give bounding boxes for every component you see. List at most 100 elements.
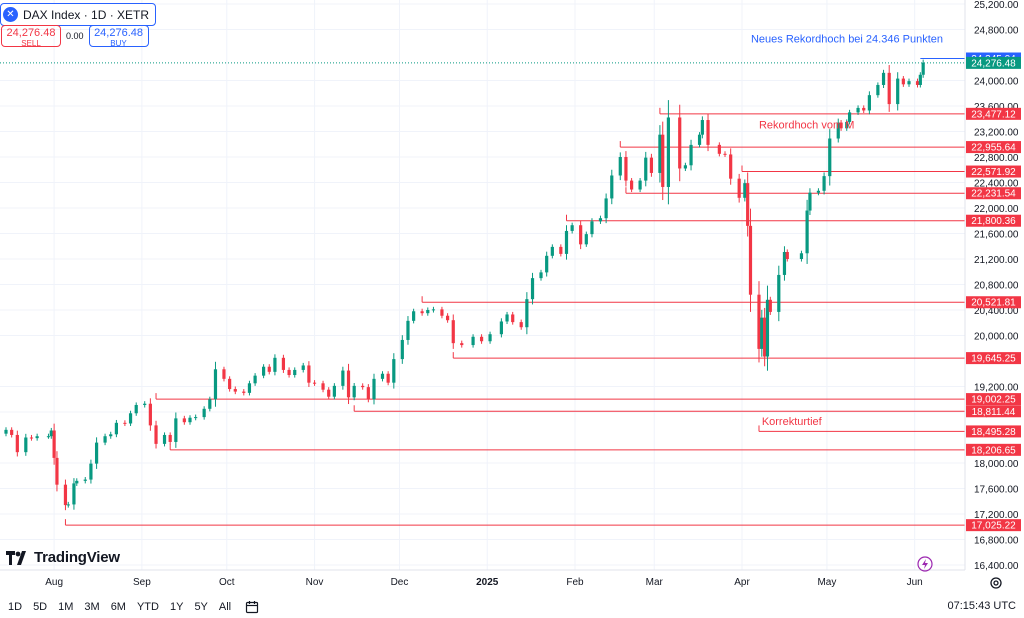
x-tick-label: Jun	[907, 577, 923, 588]
candle	[247, 380, 252, 396]
candle	[564, 225, 569, 260]
spread-value: 0.00	[66, 31, 84, 41]
candle-body	[63, 484, 68, 506]
candle-body	[52, 430, 56, 458]
candle-body	[94, 442, 99, 464]
candle-body	[658, 134, 662, 173]
candle-body	[24, 437, 28, 453]
candle-body	[253, 375, 257, 384]
candle	[406, 316, 410, 345]
candle	[143, 401, 147, 408]
candle	[915, 78, 920, 88]
range-3m[interactable]: 3M	[84, 600, 100, 613]
candle	[83, 477, 87, 484]
candle	[539, 269, 543, 281]
candle-body	[182, 418, 186, 423]
buy-button[interactable]: 24,276.48 BUY	[88, 25, 149, 48]
range-5y[interactable]: 5Y	[194, 600, 208, 613]
candle	[49, 427, 53, 439]
candle-body	[154, 425, 158, 444]
tradingview-logo[interactable]: TradingView	[6, 549, 120, 566]
candle	[29, 434, 34, 441]
candle	[380, 371, 385, 382]
candle-body	[168, 434, 172, 442]
lightning-icon[interactable]	[917, 556, 933, 572]
candle	[321, 380, 325, 393]
candle	[862, 105, 866, 114]
candle	[689, 139, 693, 171]
candle-body	[213, 369, 218, 400]
candle	[63, 479, 68, 511]
candle-body	[431, 309, 436, 311]
candle-body	[321, 383, 325, 390]
range-1y[interactable]: 1Y	[169, 600, 184, 613]
y-tick-label: 21,600.00	[974, 230, 1019, 241]
candle	[488, 331, 492, 344]
candle-body	[746, 183, 750, 226]
candle-body	[683, 165, 687, 169]
settings-gear-icon[interactable]	[989, 576, 1003, 590]
candle-body	[55, 457, 59, 485]
candle-body	[805, 210, 809, 254]
price-chart[interactable]: Neues Rekordhoch bei 24.346 Punkten Rekor…	[0, 0, 1024, 595]
candle	[799, 250, 804, 262]
candle	[109, 431, 113, 439]
candle-body	[782, 251, 787, 275]
chart-annotation: Rekordhoch vom M	[759, 119, 854, 131]
candle-body	[406, 320, 410, 340]
candle-body	[392, 359, 396, 383]
candle-body	[420, 311, 424, 314]
candle-body	[915, 81, 920, 85]
candle-body	[881, 72, 886, 85]
range-ytd[interactable]: YTD	[136, 600, 159, 613]
candle-body	[559, 246, 563, 254]
level-price-label: 20,521.81	[971, 298, 1016, 309]
range-6m[interactable]: 6M	[110, 600, 126, 613]
sell-label: SELL	[21, 39, 41, 48]
range-all[interactable]: All	[218, 600, 232, 613]
y-tick-label: 22,000.00	[974, 204, 1019, 215]
range-5d[interactable]: 5D	[33, 600, 48, 613]
calendar-icon[interactable]	[245, 600, 259, 614]
candle-body	[162, 434, 167, 444]
candle	[598, 215, 603, 224]
candle-body	[123, 422, 127, 424]
candle	[847, 109, 852, 125]
y-tick-label: 21,200.00	[974, 255, 1019, 266]
current-price-tag	[966, 56, 1021, 69]
range-1d[interactable]: 1D	[8, 600, 23, 613]
candle	[24, 433, 28, 456]
symbol-legend[interactable]: ✕ DAX Index · 1D · XETR	[0, 3, 157, 26]
level-price-tag	[966, 141, 1021, 154]
time-axis[interactable]: Aug Sep Oct Nov Dec 2025 Feb Mar Apr May Jun	[0, 569, 965, 588]
candle	[765, 285, 770, 371]
candle-body	[564, 230, 569, 254]
candle-body	[896, 78, 900, 105]
sell-button[interactable]: 24,276.48 SELL	[1, 25, 61, 48]
candle	[901, 76, 905, 87]
chart-annotations: Neues Rekordhoch bei 24.346 Punkten Rekor…	[751, 33, 943, 428]
candle	[748, 208, 753, 312]
buy-label: BUY	[110, 39, 127, 48]
candle	[194, 414, 198, 421]
candle-body	[579, 225, 583, 245]
candle-body	[143, 403, 147, 405]
candle	[471, 334, 475, 348]
candle	[451, 314, 455, 349]
candle	[15, 430, 19, 457]
candle-body	[717, 144, 721, 154]
candle-body	[604, 198, 608, 219]
candle-body	[539, 272, 543, 279]
candle-body	[847, 112, 852, 122]
y-tick-label: 23,200.00	[974, 128, 1019, 139]
candle-body	[644, 157, 648, 181]
x-tick-label: Sep	[133, 577, 151, 588]
candle	[273, 354, 277, 376]
candle	[352, 382, 356, 401]
utc-clock[interactable]: 07:15:43 UTC	[947, 600, 1016, 612]
candle	[525, 292, 529, 335]
candle-body	[440, 309, 444, 316]
price-axis[interactable]: 25,200.00 24,800.00 24,000.00 23,600.00 23,2…	[964, 0, 1021, 572]
range-1m[interactable]: 1M	[58, 600, 74, 613]
level-price-tag	[966, 296, 1021, 309]
